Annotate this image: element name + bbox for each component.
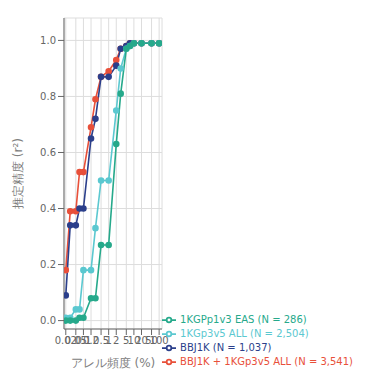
html-text:1KGp3v5 ALL (N = 2,504): 1KGp3v5 ALL (N = 2,504)	[180, 328, 309, 339]
svg-text:1.0: 1.0	[40, 35, 56, 46]
svg-text:0.2: 0.2	[40, 259, 56, 270]
svg-text:推定精度 (r²): 推定精度 (r²)	[11, 138, 25, 209]
svg-text:0.6: 0.6	[40, 147, 56, 158]
svg-text:1: 1	[105, 335, 111, 346]
svg-text:5: 5	[123, 335, 130, 347]
svg-text:アレル頻度 (%): アレル頻度 (%)	[71, 356, 156, 370]
svg-text:0.0: 0.0	[40, 315, 56, 326]
html-text:BBJ1K (N = 1,037): BBJ1K (N = 1,037)	[180, 342, 272, 353]
svg-text:0.8: 0.8	[40, 91, 56, 102]
svg-text:10: 10	[127, 335, 141, 347]
html-text:BBJ1K + 1KGp3v5 ALL (N = 3,541: BBJ1K + 1KGp3v5 ALL (N = 3,541)	[180, 356, 353, 367]
svg-text:2: 2	[113, 335, 119, 346]
svg-text:100: 100	[150, 335, 169, 346]
svg-text:0.2: 0.2	[83, 335, 99, 347]
svg-text:0.4: 0.4	[40, 203, 56, 214]
svg-text:20: 20	[135, 335, 148, 347]
svg-text:0.5: 0.5	[93, 335, 109, 347]
html-text:1KGPp1v3 EAS (N = 286): 1KGPp1v3 EAS (N = 286)	[180, 314, 307, 325]
